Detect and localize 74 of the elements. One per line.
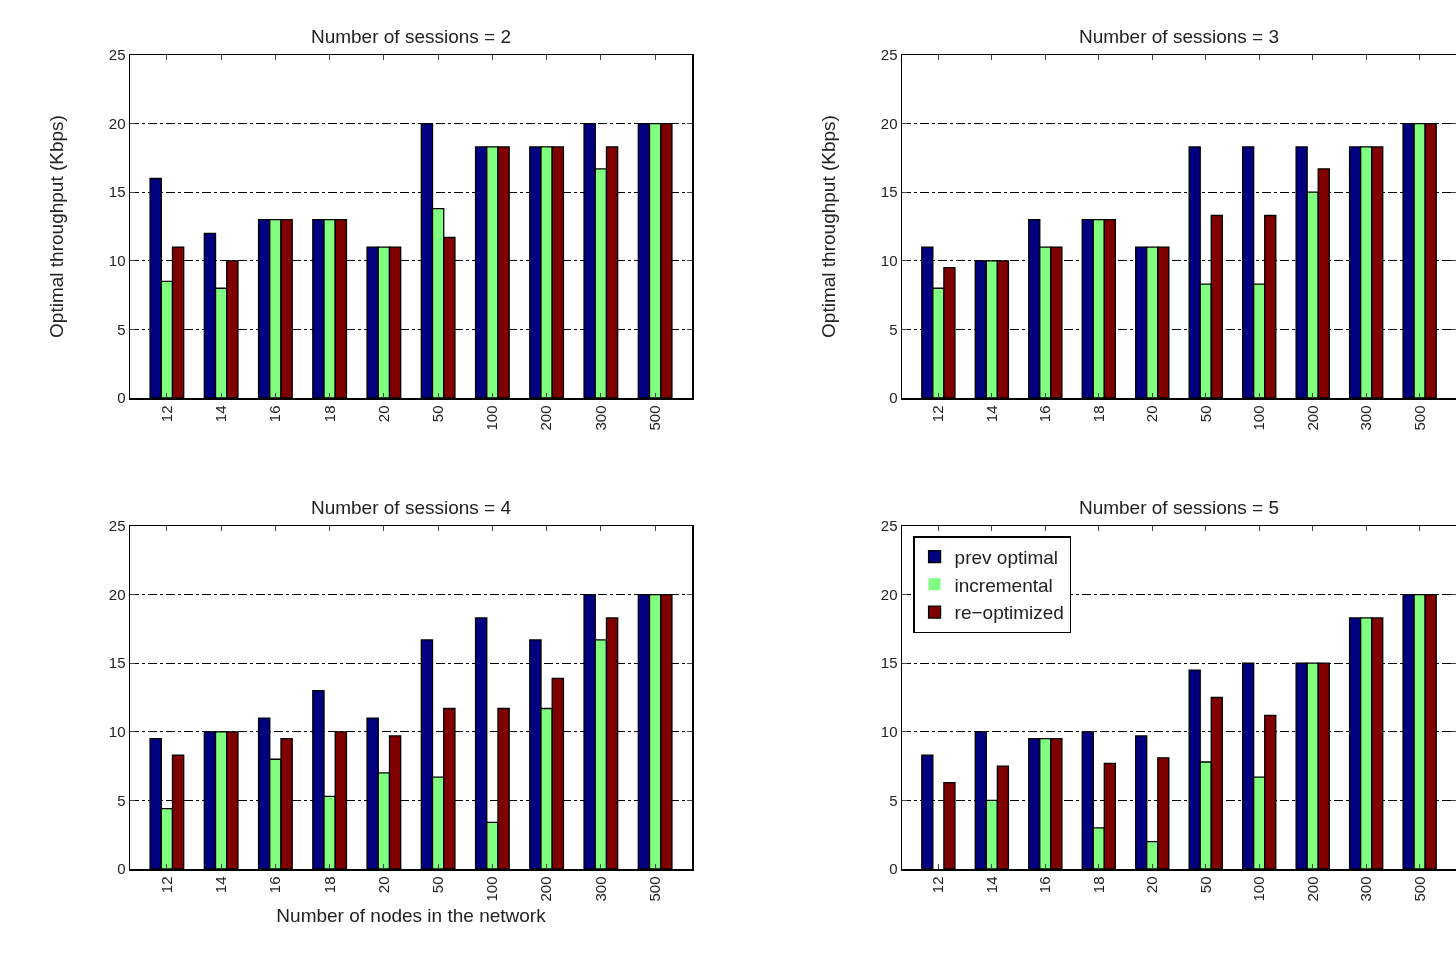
x-tick-label: 100 [1250, 405, 1268, 431]
chart-title: Number of sessions = 5 [1078, 497, 1280, 518]
x-tick-label: 200 [1303, 876, 1321, 902]
x-tick-label: 18 [320, 405, 338, 423]
legend-label: re−optimized [954, 602, 1064, 624]
x-tick-label: 500 [1410, 405, 1428, 431]
y-tick-label: 20 [880, 585, 898, 603]
x-tick-label: 200 [1303, 405, 1321, 431]
y-tick-label: 0 [117, 389, 126, 407]
x-tick-label: 16 [1036, 405, 1054, 423]
x-tick-label: 200 [537, 405, 555, 431]
x-tick-label: 20 [374, 405, 392, 423]
x-tick-label: 12 [157, 405, 175, 423]
chart-title: Number of sessions = 2 [310, 26, 512, 47]
x-tick-label: 20 [1143, 876, 1161, 894]
y-tick-label: 15 [108, 654, 126, 672]
y-tick-label: 10 [108, 723, 126, 741]
x-tick-label: 300 [591, 405, 609, 431]
legend-label: incremental [954, 574, 1053, 596]
y-tick-label: 15 [108, 183, 126, 201]
y-tick-label: 15 [880, 654, 898, 672]
x-tick-label: 50 [1196, 405, 1214, 423]
x-tick-label: 300 [1357, 405, 1375, 431]
x-tick-label: 18 [1089, 405, 1107, 423]
y-tick-label: 15 [880, 183, 898, 201]
x-tick-label: 12 [929, 876, 947, 894]
y-tick-label: 10 [880, 723, 898, 741]
x-tick-label: 20 [1143, 405, 1161, 423]
y-tick-label: 20 [880, 114, 898, 132]
x-tick-label: 14 [982, 876, 1000, 894]
x-tick-label: 14 [212, 405, 230, 423]
x-tick-label: 20 [374, 876, 392, 894]
x-tick-label: 50 [428, 876, 446, 894]
x-tick-label: 300 [1357, 876, 1375, 902]
y-tick-label: 25 [108, 517, 126, 535]
chart-title: Number of sessions = 3 [1078, 26, 1280, 47]
x-tick-label: 18 [320, 876, 338, 894]
x-tick-label: 300 [591, 876, 609, 902]
y-axis-title: Optimal throughput (Kbps) [45, 115, 67, 338]
y-tick-label: 25 [880, 46, 898, 64]
x-tick-label: 500 [645, 876, 663, 902]
y-tick-label: 5 [117, 320, 126, 338]
x-tick-label: 500 [645, 405, 663, 431]
x-tick-label: 18 [1089, 876, 1107, 894]
x-tick-label: 14 [212, 876, 230, 894]
x-tick-label: 12 [929, 405, 947, 423]
x-tick-label: 500 [1410, 876, 1428, 902]
y-tick-label: 0 [889, 389, 898, 407]
y-tick-label: 0 [889, 860, 898, 878]
x-tick-label: 14 [982, 405, 1000, 423]
y-axis-title: Optimal throughput (Kbps) [817, 115, 839, 338]
y-tick-label: 10 [880, 252, 898, 270]
y-tick-label: 20 [108, 585, 126, 603]
x-tick-label: 100 [1250, 876, 1268, 902]
y-tick-label: 5 [889, 791, 898, 809]
y-tick-label: 5 [889, 320, 898, 338]
y-tick-label: 20 [108, 114, 126, 132]
x-tick-label: 50 [428, 405, 446, 423]
y-tick-label: 25 [880, 517, 898, 535]
x-axis-title: Number of nodes in the network [276, 905, 547, 927]
x-tick-label: 16 [266, 876, 284, 894]
x-tick-label: 100 [483, 876, 501, 902]
x-tick-label: 100 [483, 405, 501, 431]
x-tick-label: 16 [266, 405, 284, 423]
chart-title: Number of sessions = 4 [310, 497, 512, 518]
x-tick-label: 200 [537, 876, 555, 902]
x-tick-label: 16 [1036, 876, 1054, 894]
y-tick-label: 10 [108, 252, 126, 270]
x-tick-label: 12 [157, 876, 175, 894]
y-tick-label: 25 [108, 46, 126, 64]
y-tick-label: 5 [117, 791, 126, 809]
legend-label: prev optimal [954, 547, 1059, 569]
x-tick-label: 50 [1196, 876, 1214, 894]
y-tick-label: 0 [117, 860, 126, 878]
